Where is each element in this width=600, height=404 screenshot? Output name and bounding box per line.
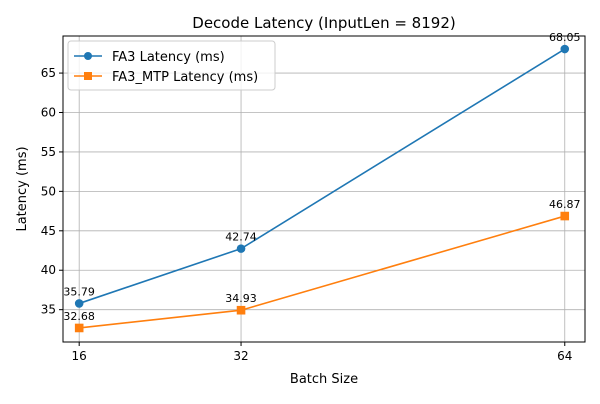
data-point: [236, 244, 246, 253]
legend-marker-fa3-mtp: [84, 72, 92, 80]
y-tick-label: 40: [41, 263, 56, 277]
legend-label-fa3: FA3 Latency (ms): [112, 50, 225, 65]
chart-title: Decode Latency (InputLen = 8192): [192, 14, 455, 32]
y-tick-label: 60: [41, 106, 56, 120]
series-layer: [74, 44, 570, 333]
x-tick-label: 64: [557, 349, 572, 363]
legend: FA3 Latency (ms) FA3_MTP Latency (ms): [67, 40, 276, 91]
data-point: [560, 44, 570, 54]
y-tick-label: 35: [41, 303, 56, 317]
legend-box: [67, 40, 276, 91]
series-line-1: [79, 215, 565, 329]
data-label: 32.68: [63, 310, 95, 323]
data-label: 68.05: [549, 31, 581, 44]
data-point: [74, 323, 84, 333]
x-axis-label: Batch Size: [290, 372, 358, 387]
data-point: [560, 211, 570, 221]
plot-frame: [62, 35, 586, 343]
x-tick-label: 16: [72, 349, 87, 363]
y-axis-label: Latency (ms): [15, 146, 30, 231]
data-label: 42.74: [225, 231, 257, 244]
data-point: [236, 305, 246, 315]
tick-layer: 16 32 64 35 40 45 50 55 60 65: [41, 66, 573, 363]
data-point: [74, 299, 84, 308]
x-tick-label: 32: [233, 349, 248, 363]
data-label: 34.93: [225, 292, 257, 305]
legend-marker-fa3: [84, 52, 92, 60]
data-label-layer: 35.79 42.74 68.05 32.68 34.93 46.87: [63, 31, 580, 323]
legend-label-fa3-mtp: FA3_MTP Latency (ms): [112, 70, 258, 85]
y-tick-label: 55: [41, 145, 56, 159]
y-tick-label: 65: [41, 66, 56, 80]
y-tick-label: 45: [41, 224, 56, 238]
grid-layer: [63, 36, 585, 342]
data-label: 35.79: [63, 285, 95, 298]
y-tick-label: 50: [41, 184, 56, 198]
data-label: 46.87: [549, 198, 581, 211]
